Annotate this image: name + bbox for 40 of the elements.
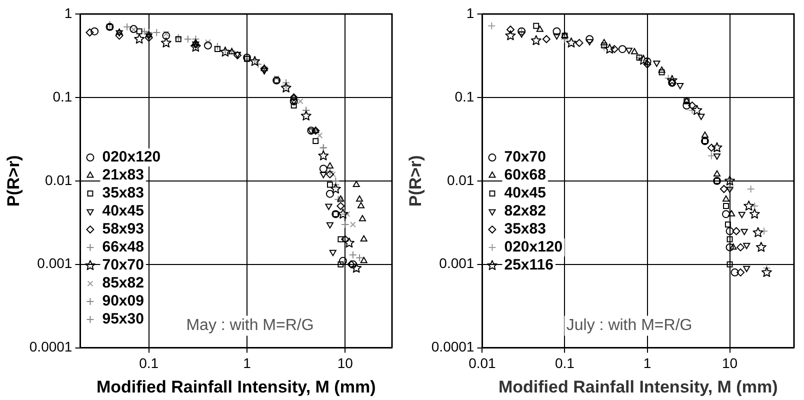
annotation: May : with M=R/G: [186, 317, 314, 334]
legend-label: 21x83: [102, 166, 144, 184]
legend-label: 82x82: [504, 202, 546, 220]
legend-label: 70x70: [102, 256, 144, 274]
legend-label: 020x120: [102, 148, 161, 166]
x-tick-label: 0.01: [468, 355, 496, 372]
legend-label: 020x120: [504, 238, 563, 256]
y-tick-label: 0.1: [454, 88, 474, 104]
legend-label: 70x70: [504, 148, 546, 166]
y-tick-label: 1: [64, 4, 72, 21]
legend-label: 90x09: [102, 292, 144, 310]
legend-label: 85x82: [102, 274, 144, 292]
y-tick-label: 0.01: [446, 172, 474, 188]
y-tick-label: 0.001: [37, 255, 72, 272]
legend-label: 40x45: [102, 202, 144, 220]
y-tick-label: 0.001: [439, 255, 474, 272]
x-axis-title: Modified Rainfall Intensity, M (mm): [96, 377, 376, 396]
x-tick-label: 0.1: [139, 355, 159, 372]
x-tick-label: 1: [643, 355, 652, 372]
legend-label: 95x30: [102, 310, 144, 328]
x-tick-label: 10: [722, 355, 738, 372]
annotation: July : with M=R/G: [566, 317, 692, 334]
y-tick-label: 0.0001: [431, 338, 474, 355]
legend-label: 25x116: [504, 256, 554, 274]
legend-label: 60x68: [504, 166, 546, 184]
legend-label: 35x83: [504, 220, 546, 238]
y-axis-title: P(R>r): [406, 155, 425, 207]
x-tick-label: 1: [243, 355, 252, 372]
x-tick-label: 0.1: [555, 355, 575, 372]
x-axis-title: Modified Rainfall Intensity, M (mm): [498, 377, 778, 396]
y-tick-label: 0.0001: [29, 338, 72, 355]
legend-label: 40x45: [504, 184, 546, 202]
y-tick-label: 0.01: [44, 172, 72, 188]
y-tick-label: 0.1: [52, 88, 72, 104]
legend-label: 35x83: [102, 184, 144, 202]
y-tick-label: 1: [466, 4, 474, 21]
x-tick-label: 10: [337, 355, 354, 372]
y-axis-title: P(R>r): [4, 155, 23, 207]
legend-label: 58x93: [102, 220, 144, 238]
legend-label: 66x48: [102, 238, 144, 256]
